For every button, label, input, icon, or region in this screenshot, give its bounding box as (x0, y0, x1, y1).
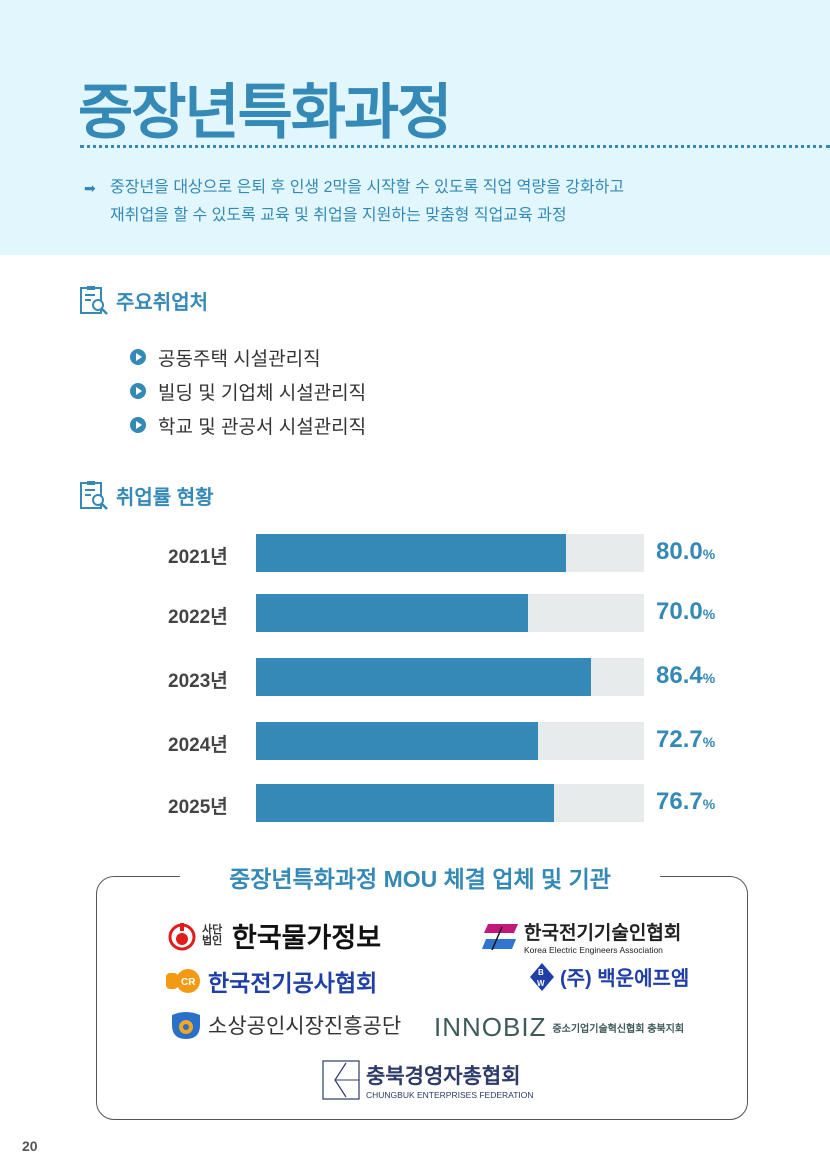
logo-name: 한국전기기술인협회 (524, 923, 682, 944)
logo-subtitle: CHUNGBUK ENTERPRISES FEDERATION (366, 1090, 534, 1100)
logo-subtitle: Korea Electric Engineers Association (524, 945, 663, 955)
job-label: 학교 및 관공서 시설관리직 (158, 416, 367, 438)
year-label: 2025년 (168, 797, 228, 818)
chart-row: 2025년 76.7% (0, 784, 830, 822)
job-label: 공동주택 시설관리직 (158, 348, 321, 370)
year-label: 2022년 (168, 607, 228, 628)
job-list: 공동주택 시설관리직 빌딩 및 기업체 시설관리직 학교 및 관공서 시설관리직 (130, 340, 366, 442)
logo-innobiz: INNOBIZ 중소기업기술혁신협회 충북지회 (434, 1012, 684, 1043)
section-title: 주요취업처 (116, 291, 208, 314)
value-number: 72.7 (656, 726, 703, 753)
play-bullet-icon (130, 349, 146, 365)
bar-track (256, 658, 644, 696)
logo-name: 소상공인시장진흥공단 (208, 1015, 402, 1038)
year-label: 2024년 (168, 735, 228, 756)
list-item: 공동주택 시설관리직 (130, 340, 366, 374)
chart-row: 2024년 72.7% (0, 722, 830, 760)
chart-row: 2022년 70.0% (0, 594, 830, 632)
keca-emblem-icon: CR (166, 969, 200, 993)
logo-keea: 한국전기기술인협회 Korea Electric Engineers Assoc… (482, 918, 681, 955)
value-number: 86.4 (656, 662, 703, 689)
header-banner: 중장년특화과정 ➡ 중장년을 대상으로 은퇴 후 인생 2막을 시작할 수 있도… (0, 0, 830, 255)
clipboard-search-icon (80, 286, 108, 315)
logo-subtitle: 중소기업기술혁신협회 충북지회 (552, 1024, 685, 1035)
mou-title: 중장년특화과정 MOU 체결 업체 및 기관 (180, 860, 660, 894)
bar-track (256, 594, 644, 632)
logo-prefix: 사단법인 (202, 923, 223, 947)
value-number: 80.0 (656, 538, 703, 565)
value-number: 76.7 (656, 788, 703, 815)
korea-price-info-emblem-icon (168, 922, 196, 950)
value-label: 86.4% (656, 662, 715, 690)
bar (256, 658, 592, 696)
logo-name: (주) 백운에프엠 (560, 968, 690, 990)
logo-cbef: 충북경영자총협회 CHUNGBUK ENTERPRISES FEDERATION (322, 1060, 534, 1100)
value-unit: % (702, 796, 716, 812)
chart-row: 2023년 86.4% (0, 658, 830, 696)
svg-text:CR: CR (181, 977, 196, 988)
year-label: 2023년 (168, 671, 228, 692)
baekun-emblem-icon: BW (530, 962, 554, 991)
logo-name: 한국물가정보 (232, 923, 382, 953)
value-label: 80.0% (656, 538, 715, 566)
page-number: 20 (22, 1138, 38, 1154)
value-unit: % (702, 606, 716, 622)
play-bullet-icon (130, 383, 146, 399)
value-unit: % (702, 734, 716, 750)
cbef-emblem-icon (322, 1060, 360, 1100)
logo-name: INNOBIZ (434, 1012, 547, 1042)
section-jobs-heading: 주요취업처 (78, 284, 208, 316)
value-unit: % (702, 670, 716, 686)
value-label: 76.7% (656, 788, 715, 816)
chart-row: 2021년 80.0% (0, 534, 830, 572)
bar-track (256, 722, 644, 760)
value-unit: % (702, 546, 716, 562)
svg-text:B: B (538, 968, 544, 977)
logo-semas: 소상공인시장진흥공단 (170, 1010, 401, 1040)
list-item: 학교 및 관공서 시설관리직 (130, 408, 366, 442)
course-description: ➡ 중장년을 대상으로 은퇴 후 인생 2막을 시작할 수 있도록 직업 역량을… (84, 174, 624, 230)
clipboard-search-icon (80, 481, 108, 510)
logo-kecA: CR 한국전기공사협회 (166, 964, 377, 998)
job-label: 빌딩 및 기업체 시설관리직 (158, 382, 367, 404)
section-employment-heading: 취업률 현황 (78, 479, 214, 511)
play-bullet-icon (130, 417, 146, 433)
bar (256, 784, 554, 822)
svg-text:W: W (537, 979, 545, 988)
value-label: 72.7% (656, 726, 715, 754)
bar-track (256, 534, 644, 572)
semas-emblem-icon (172, 1012, 200, 1039)
page-title: 중장년특화과정 (78, 79, 452, 146)
logo-name: 충북경영자총협회 (366, 1065, 521, 1088)
value-label: 70.0% (656, 598, 715, 626)
value-number: 70.0 (656, 598, 703, 625)
arrow-icon: ➡ (84, 180, 96, 196)
dotted-divider (80, 145, 830, 148)
logo-name: 한국전기공사협회 (208, 970, 378, 996)
keea-emblem-icon (482, 923, 518, 950)
description-line: 중장년을 대상으로 은퇴 후 인생 2막을 시작할 수 있도록 직업 역량을 강… (110, 179, 625, 196)
section-title: 취업률 현황 (116, 486, 214, 509)
bar (256, 594, 528, 632)
bar-track (256, 784, 644, 822)
bar (256, 534, 567, 572)
description-line: 재취업을 할 수 있도록 교육 및 취업을 지원하는 맞춤형 직업교육 과정 (110, 207, 567, 224)
logo-korea-price-info: 사단법인 한국물가정보 (168, 916, 381, 955)
bar (256, 722, 539, 760)
list-item: 빌딩 및 기업체 시설관리직 (130, 374, 366, 408)
year-label: 2021년 (168, 547, 228, 568)
